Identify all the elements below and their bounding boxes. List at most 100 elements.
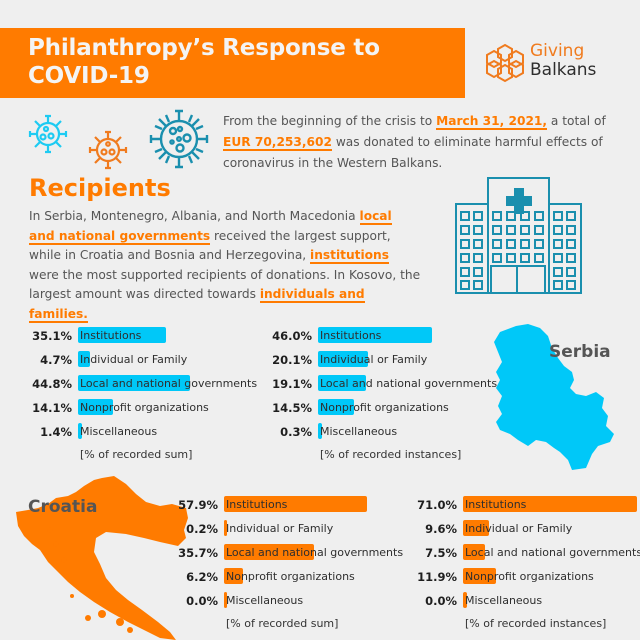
intro-text-3: was donated to eliminate harmful effects… bbox=[223, 135, 603, 170]
croatia-sum-chart: 57.9% Institutions 0.2% Individual or Fa… bbox=[150, 496, 410, 640]
bar bbox=[318, 399, 354, 415]
bar-value: 0.0% bbox=[186, 594, 218, 608]
recipients-text-1: In Serbia, Montenegro, Albania, and Nort… bbox=[29, 209, 360, 223]
bar-label: Miscellaneous bbox=[226, 594, 304, 607]
bar-value: 11.9% bbox=[417, 570, 457, 584]
bar bbox=[318, 375, 366, 391]
bar-label: Local and national governments bbox=[80, 377, 258, 390]
bar-label: Miscellaneous bbox=[80, 425, 158, 438]
serbia-label: Serbia bbox=[549, 342, 611, 362]
bar-value: 14.5% bbox=[272, 401, 312, 415]
bar-label: Individual or Family bbox=[80, 353, 188, 366]
bar bbox=[78, 375, 190, 391]
recipients-heading: Recipients bbox=[29, 174, 171, 202]
bar-row: 0.2% Individual or Family bbox=[150, 520, 450, 538]
page-title: Philanthropy’s Response to COVID-19 bbox=[28, 34, 380, 90]
croatia-map bbox=[16, 476, 188, 640]
bar-label: Local and national governments bbox=[465, 546, 640, 559]
intro-text-1: From the beginning of the crisis to bbox=[223, 114, 437, 128]
bar bbox=[318, 327, 432, 343]
bar-label: Nonprofit organizations bbox=[320, 401, 449, 414]
bar bbox=[463, 544, 485, 560]
logo-balkans: Balkans bbox=[530, 60, 597, 80]
intro-paragraph: From the beginning of the crisis to Marc… bbox=[223, 111, 623, 174]
bar bbox=[224, 544, 314, 560]
recipients-paragraph: In Serbia, Montenegro, Albania, and Nort… bbox=[29, 207, 421, 325]
bar-value: 9.6% bbox=[425, 522, 457, 536]
croatia-instances-chart: 71.0% Institutions 9.6% Individual or Fa… bbox=[389, 496, 640, 640]
virus-icon-small-orange bbox=[88, 130, 128, 170]
bar-value: 35.7% bbox=[178, 546, 218, 560]
chart-footnote: [% of recorded sum] bbox=[80, 448, 193, 461]
bar-value: 19.1% bbox=[272, 377, 312, 391]
bar-row: 7.5% Local and national governments bbox=[389, 544, 640, 562]
virus-icon-large-teal bbox=[149, 109, 209, 169]
bar-row: 19.1% Local and national governments bbox=[244, 375, 544, 393]
bar-label: Miscellaneous bbox=[320, 425, 398, 438]
bar-label: Nonprofit organizations bbox=[465, 570, 594, 583]
bar-label: Individual or Family bbox=[226, 522, 334, 535]
bar-label: Individual or Family bbox=[465, 522, 573, 535]
logo-text: Giving Balkans bbox=[530, 42, 596, 80]
bar-value: 0.2% bbox=[186, 522, 218, 536]
title-line-1: Philanthropy’s Response to bbox=[28, 35, 380, 61]
bar bbox=[78, 399, 113, 415]
bar-value: 14.1% bbox=[32, 401, 72, 415]
bar-value: 57.9% bbox=[178, 498, 218, 512]
bar-row: 9.6% Individual or Family bbox=[389, 520, 640, 538]
bar bbox=[78, 351, 90, 367]
bar-row: 0.0% Miscellaneous bbox=[389, 592, 640, 610]
bar-label: Institutions bbox=[320, 329, 382, 342]
bar-value: 4.7% bbox=[40, 353, 72, 367]
bar-label: Nonprofit organizations bbox=[226, 570, 355, 583]
bar-row: 0.3% Miscellaneous bbox=[244, 423, 544, 441]
serbia-sum-chart: 35.1% Institutions 4.7% Individual or Fa… bbox=[4, 327, 257, 477]
bar bbox=[318, 351, 368, 367]
chart-footnote: [% of recorded instances] bbox=[320, 448, 462, 461]
recipients-text-3: were the most supported recipients of do… bbox=[29, 267, 421, 302]
bar-value: 0.0% bbox=[425, 594, 457, 608]
bar-label: Local and national governments bbox=[226, 546, 404, 559]
bar bbox=[463, 496, 637, 512]
bar-row: 44.8% Local and national governments bbox=[4, 375, 304, 393]
bar-value: 6.2% bbox=[186, 570, 218, 584]
highlight-institutions: institutions bbox=[310, 248, 389, 265]
bar-row: 35.1% Institutions bbox=[4, 327, 304, 345]
bar bbox=[78, 327, 166, 343]
bar bbox=[78, 423, 82, 439]
bar-value: 1.4% bbox=[40, 425, 72, 439]
bar-row: 1.4% Miscellaneous bbox=[4, 423, 304, 441]
bar-row: 0.0% Miscellaneous bbox=[150, 592, 450, 610]
bar-value: 0.3% bbox=[280, 425, 312, 439]
bar bbox=[463, 520, 489, 536]
bar-label: Nonprofit organizations bbox=[80, 401, 209, 414]
intro-text-2: a total of bbox=[547, 114, 606, 128]
bar-label: Institutions bbox=[465, 498, 527, 511]
bar-label: Institutions bbox=[226, 498, 288, 511]
bar bbox=[463, 592, 467, 608]
chart-footnote: [% of recorded sum] bbox=[226, 617, 339, 630]
croatia-label: Croatia bbox=[28, 497, 98, 517]
bar-row: 6.2% Nonprofit organizations bbox=[150, 568, 450, 586]
highlight-individuals: individuals and families. bbox=[29, 287, 365, 323]
serbia-map bbox=[494, 324, 614, 470]
bar-value: 46.0% bbox=[272, 329, 312, 343]
hospital-icon bbox=[455, 177, 582, 294]
highlight-amount: EUR 70,253,602 bbox=[223, 135, 332, 151]
bar-row: 4.7% Individual or Family bbox=[4, 351, 304, 369]
hexagon-flower-icon bbox=[486, 43, 524, 83]
bar-row: 14.5% Nonprofit organizations bbox=[244, 399, 544, 417]
bar-label: Individual or Family bbox=[320, 353, 428, 366]
chart-footnote: [% of recorded instances] bbox=[465, 617, 607, 630]
bar-value: 35.1% bbox=[32, 329, 72, 343]
bar bbox=[224, 520, 227, 536]
bar-label: Local and national governments bbox=[320, 377, 498, 390]
bar-label: Institutions bbox=[80, 329, 142, 342]
bar bbox=[224, 592, 227, 608]
bar-label: Miscellaneous bbox=[465, 594, 543, 607]
bar bbox=[318, 423, 322, 439]
title-banner: Philanthropy’s Response to COVID-19 bbox=[0, 28, 465, 98]
logo-giving: Giving bbox=[530, 41, 585, 61]
bar bbox=[463, 568, 496, 584]
title-line-2: COVID-19 bbox=[28, 63, 150, 89]
